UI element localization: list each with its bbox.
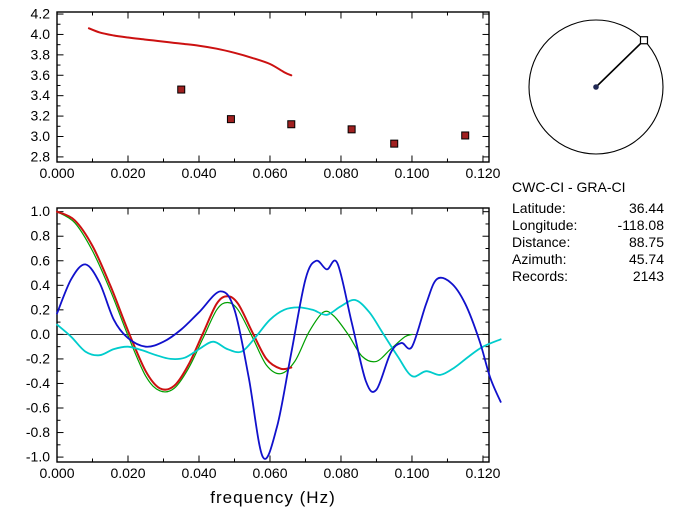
- x-tick-label: 0.020: [110, 165, 145, 181]
- dial-center-dot: [593, 84, 599, 90]
- info-row-latitude: Latitude: 36.44: [512, 200, 664, 217]
- waveform-chart: 0.000 0.020 0.040 0.060 0.080 0.100 0.120 -1.0 -…: [26, 203, 502, 481]
- y-tick-label: 4.2: [31, 6, 51, 22]
- azimuth-value: 45.74: [628, 251, 664, 267]
- longitude-value: -118.08: [617, 217, 664, 233]
- picked-velocity-marker: [347, 125, 356, 134]
- x-tick-label: 0.040: [181, 465, 216, 481]
- x-tick-label: 0.060: [252, 465, 287, 481]
- picked-velocity-marker: [226, 115, 235, 124]
- azimuth-line: [595, 39, 645, 88]
- azimuth-marker: [639, 36, 649, 45]
- y-tick-label: 0.8: [31, 228, 51, 244]
- axis-ticks: [56, 208, 489, 462]
- blue-curve: [56, 259, 502, 460]
- plot-frame: [56, 207, 490, 463]
- y-tick-label: 1.0: [31, 203, 51, 219]
- records-label: Records:: [512, 268, 569, 284]
- azimuth-label: Azimuth:: [512, 251, 567, 267]
- latitude-label: Latitude:: [512, 200, 566, 216]
- x-tick-label: 0.120: [465, 465, 500, 481]
- phase-velocity-chart: 0.000 0.020 0.040 0.060 0.080 0.100 0.120 2.8 3.…: [31, 6, 501, 181]
- x-tick-label: 0.000: [39, 165, 74, 181]
- latitude-value: 36.44: [628, 200, 664, 216]
- y-tick-label: 2.8: [31, 148, 51, 164]
- y-tick-label: 0.2: [31, 301, 51, 317]
- picked-velocity-marker: [287, 120, 296, 129]
- info-row-longitude: Longitude: -118.08: [512, 217, 664, 234]
- x-tick-label: 0.100: [394, 465, 429, 481]
- station-info-panel: CWC-CI - GRA-CI Latitude: 36.44 Longitud…: [512, 179, 664, 285]
- x-tick-label: 0.120: [465, 165, 500, 181]
- y-tick-label: -0.4: [26, 375, 50, 391]
- y-tick-label: 3.2: [31, 108, 51, 124]
- y-tick-label: 4.0: [31, 26, 51, 42]
- y-tick-label: -0.8: [26, 424, 50, 440]
- y-tick-label: 0.0: [31, 326, 51, 342]
- dial-circle: [528, 19, 664, 155]
- y-tick-label: -0.2: [26, 350, 50, 366]
- station-pair-title: CWC-CI - GRA-CI: [512, 179, 626, 195]
- picked-velocity-marker: [461, 131, 470, 140]
- distance-value: 88.75: [628, 234, 664, 250]
- y-tick-label: 0.6: [31, 252, 51, 268]
- picked-velocity-marker: [390, 139, 399, 148]
- cyan-curve: [56, 298, 502, 378]
- plot-frame: [56, 11, 490, 163]
- info-row-distance: Distance: 88.75: [512, 234, 664, 251]
- y-tick-label: 3.6: [31, 67, 51, 83]
- y-tick-label: -1.0: [26, 449, 50, 465]
- info-row-records: Records: 2143: [512, 268, 664, 285]
- red-curve: [56, 210, 293, 391]
- x-tick-label: 0.000: [39, 465, 74, 481]
- x-tick-label: 0.080: [323, 465, 358, 481]
- y-tick-label: 3.8: [31, 46, 51, 62]
- axis-ticks: [56, 12, 489, 162]
- x-tick-label: 0.020: [110, 465, 145, 481]
- distance-label: Distance:: [512, 234, 571, 250]
- x-tick-label: 0.100: [394, 165, 429, 181]
- azimuth-dial: [528, 19, 664, 155]
- dispersion-curve-red: [87, 27, 293, 77]
- x-tick-label: 0.080: [323, 165, 358, 181]
- longitude-label: Longitude:: [512, 217, 578, 233]
- x-tick-label: 0.060: [252, 165, 287, 181]
- x-axis-label: frequency (Hz): [210, 488, 336, 507]
- records-value: 2143: [632, 268, 664, 284]
- y-tick-label: -0.6: [26, 400, 50, 416]
- y-tick-label: 0.4: [31, 277, 51, 293]
- x-tick-label: 0.040: [181, 165, 216, 181]
- y-tick-label: 3.0: [31, 128, 51, 144]
- info-row-azimuth: Azimuth: 45.74: [512, 251, 664, 268]
- picked-velocity-marker: [177, 85, 186, 94]
- y-tick-label: 3.4: [31, 87, 51, 103]
